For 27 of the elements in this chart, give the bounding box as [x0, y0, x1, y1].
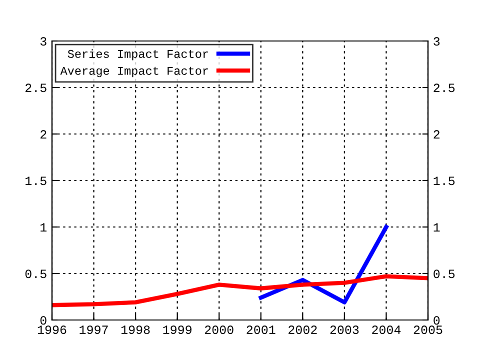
y-tick-label: 3 — [40, 37, 46, 46]
y-tick-label: 1.5 — [26, 176, 46, 186]
x-tick-label: 2002 — [288, 326, 317, 334]
y-tick-label: 2 — [40, 130, 46, 139]
y-tick-label: 0 — [40, 316, 46, 325]
x-tick-label: 2001 — [246, 326, 276, 334]
y2-tick-label: 3 — [434, 37, 440, 46]
y2-tick-label: 2.5 — [434, 84, 455, 92]
line-series — [52, 274, 428, 308]
x-tick-label: 1997 — [80, 326, 108, 334]
x-tick-label: 2005 — [414, 326, 442, 334]
y2-tick-label: 2 — [434, 130, 440, 139]
y2-tick-label: 0 — [434, 316, 440, 325]
y-tick-label: 1 — [40, 223, 47, 232]
x-tick-label: 2000 — [204, 326, 234, 334]
x-tick-label: 1998 — [121, 326, 150, 334]
x-tick-label: 2004 — [372, 326, 401, 334]
x-tick-label: 1999 — [163, 326, 192, 334]
x-tick-label: 2003 — [330, 326, 359, 334]
y-tick-label: 2.5 — [26, 84, 46, 92]
legend-label: Average Impact Factor — [60, 66, 208, 78]
y2-tick-label: 1.5 — [434, 176, 455, 186]
legend-label: Series Impact Factor — [68, 49, 208, 60]
y2-tick-label: 0.5 — [434, 270, 455, 278]
x-tick-label: 1996 — [38, 326, 66, 334]
y2-tick-label: 1 — [434, 223, 440, 232]
y-tick-label: 0.5 — [25, 270, 46, 278]
